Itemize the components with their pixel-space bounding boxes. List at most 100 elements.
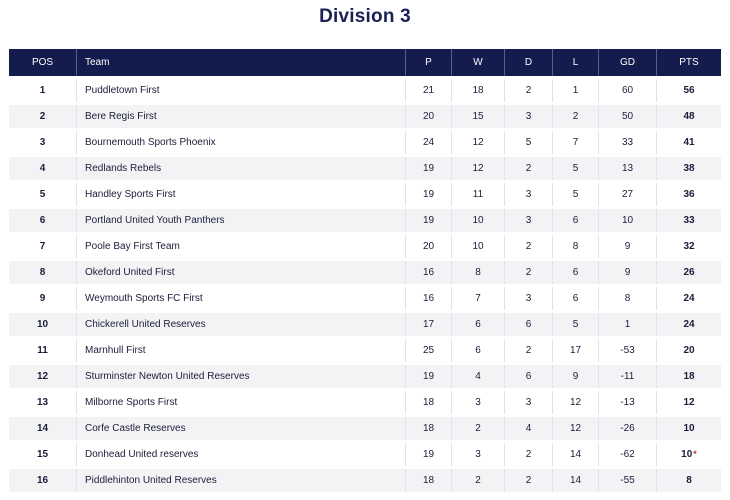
lost-cell: 14 <box>552 443 598 466</box>
points-cell: 18 <box>656 365 721 388</box>
team-name-cell[interactable]: Marnhull First <box>76 339 405 362</box>
team-name-cell[interactable]: Poole Bay First Team <box>76 235 405 258</box>
points-value: 24 <box>683 293 695 304</box>
points-cell: 10 <box>656 417 721 440</box>
position-cell: 15 <box>9 443 76 466</box>
lost-cell: 8 <box>552 235 598 258</box>
team-name-cell[interactable]: Milborne Sports First <box>76 391 405 414</box>
team-name-cell[interactable]: Bournemouth Sports Phoenix <box>76 131 405 154</box>
won-cell: 15 <box>451 105 504 128</box>
points-value: 38 <box>683 163 695 174</box>
table-row: 6 Portland United Youth Panthers 19 10 3 6 10 3… <box>9 209 721 232</box>
team-name-cell[interactable]: Bere Regis First <box>76 105 405 128</box>
table-row: 1 Puddletown First 21 18 2 1 60 56 <box>9 79 721 102</box>
page-title: Division 3 <box>319 6 411 27</box>
points-value: 20 <box>683 345 695 356</box>
played-cell: 20 <box>405 235 451 258</box>
goal-difference-cell: 50 <box>598 105 656 128</box>
won-cell: 12 <box>451 131 504 154</box>
won-cell: 11 <box>451 183 504 206</box>
team-name-cell[interactable]: Chickerell United Reserves <box>76 313 405 336</box>
points-cell: 20 <box>656 339 721 362</box>
team-name-cell[interactable]: Okeford United First <box>76 261 405 284</box>
goal-difference-cell: -53 <box>598 339 656 362</box>
header-played[interactable]: P <box>405 49 451 76</box>
team-name-cell[interactable]: Donhead United reserves <box>76 443 405 466</box>
header-pos[interactable]: POS <box>9 49 76 76</box>
lost-cell: 5 <box>552 313 598 336</box>
goal-difference-cell: -11 <box>598 365 656 388</box>
position-cell: 7 <box>9 235 76 258</box>
league-table: POS Team P W D L GD PTS 1 Puddletown Firs… <box>9 46 721 495</box>
drawn-cell: 2 <box>504 261 552 284</box>
lost-cell: 12 <box>552 417 598 440</box>
table-row: 14 Corfe Castle Reserves 18 2 4 12 -26 10 <box>9 417 721 440</box>
points-value: 10 <box>683 423 695 434</box>
team-name-cell[interactable]: Sturminster Newton United Reserves <box>76 365 405 388</box>
played-cell: 17 <box>405 313 451 336</box>
table-row: 10 Chickerell United Reserves 17 6 6 5 1 24 <box>9 313 721 336</box>
drawn-cell: 6 <box>504 365 552 388</box>
won-cell: 10 <box>451 235 504 258</box>
table-row: 12 Sturminster Newton United Reserves 19 4 6… <box>9 365 721 388</box>
won-cell: 3 <box>451 391 504 414</box>
played-cell: 16 <box>405 261 451 284</box>
table-body: 1 Puddletown First 21 18 2 1 60 56 2 Bere Regis F… <box>9 79 721 492</box>
header-drawn[interactable]: D <box>504 49 552 76</box>
lost-cell: 6 <box>552 209 598 232</box>
table-row: 11 Marnhull First 25 6 2 17 -53 20 <box>9 339 721 362</box>
lost-cell: 6 <box>552 287 598 310</box>
drawn-cell: 6 <box>504 313 552 336</box>
goal-difference-cell: 27 <box>598 183 656 206</box>
position-cell: 14 <box>9 417 76 440</box>
team-name-cell[interactable]: Redlands Rebels <box>76 157 405 180</box>
points-value: 48 <box>683 111 695 122</box>
drawn-cell: 2 <box>504 469 552 492</box>
team-name-cell[interactable]: Handley Sports First <box>76 183 405 206</box>
team-name-cell[interactable]: Piddlehinton United Reserves <box>76 469 405 492</box>
position-cell: 1 <box>9 79 76 102</box>
header-lost[interactable]: L <box>552 49 598 76</box>
played-cell: 24 <box>405 131 451 154</box>
points-value: 18 <box>683 371 695 382</box>
team-name-cell[interactable]: Portland United Youth Panthers <box>76 209 405 232</box>
points-cell: 24 <box>656 313 721 336</box>
lost-cell: 14 <box>552 469 598 492</box>
goal-difference-cell: 9 <box>598 261 656 284</box>
goal-difference-cell: -26 <box>598 417 656 440</box>
points-value: 8 <box>686 475 692 486</box>
goal-difference-cell: 13 <box>598 157 656 180</box>
header-team[interactable]: Team <box>76 49 405 76</box>
points-cell: 38 <box>656 157 721 180</box>
position-cell: 3 <box>9 131 76 154</box>
header-goal-difference[interactable]: GD <box>598 49 656 76</box>
lost-cell: 9 <box>552 365 598 388</box>
position-cell: 13 <box>9 391 76 414</box>
points-value: 36 <box>683 189 695 200</box>
team-name-cell[interactable]: Weymouth Sports FC First <box>76 287 405 310</box>
points-value: 32 <box>683 241 695 252</box>
position-cell: 4 <box>9 157 76 180</box>
table-header: POS Team P W D L GD PTS <box>9 49 721 76</box>
goal-difference-cell: -13 <box>598 391 656 414</box>
header-points[interactable]: PTS <box>656 49 721 76</box>
drawn-cell: 4 <box>504 417 552 440</box>
played-cell: 19 <box>405 183 451 206</box>
points-value: 24 <box>683 319 695 330</box>
lost-cell: 1 <box>552 79 598 102</box>
team-name-cell[interactable]: Puddletown First <box>76 79 405 102</box>
header-won[interactable]: W <box>451 49 504 76</box>
points-cell: 10* <box>656 443 721 466</box>
points-cell: 33 <box>656 209 721 232</box>
team-name-cell[interactable]: Corfe Castle Reserves <box>76 417 405 440</box>
lost-cell: 17 <box>552 339 598 362</box>
lost-cell: 6 <box>552 261 598 284</box>
points-value: 26 <box>683 267 695 278</box>
lost-cell: 5 <box>552 183 598 206</box>
goal-difference-cell: 33 <box>598 131 656 154</box>
played-cell: 20 <box>405 105 451 128</box>
goal-difference-cell: 60 <box>598 79 656 102</box>
played-cell: 19 <box>405 443 451 466</box>
points-value: 10 <box>681 449 693 460</box>
position-cell: 6 <box>9 209 76 232</box>
